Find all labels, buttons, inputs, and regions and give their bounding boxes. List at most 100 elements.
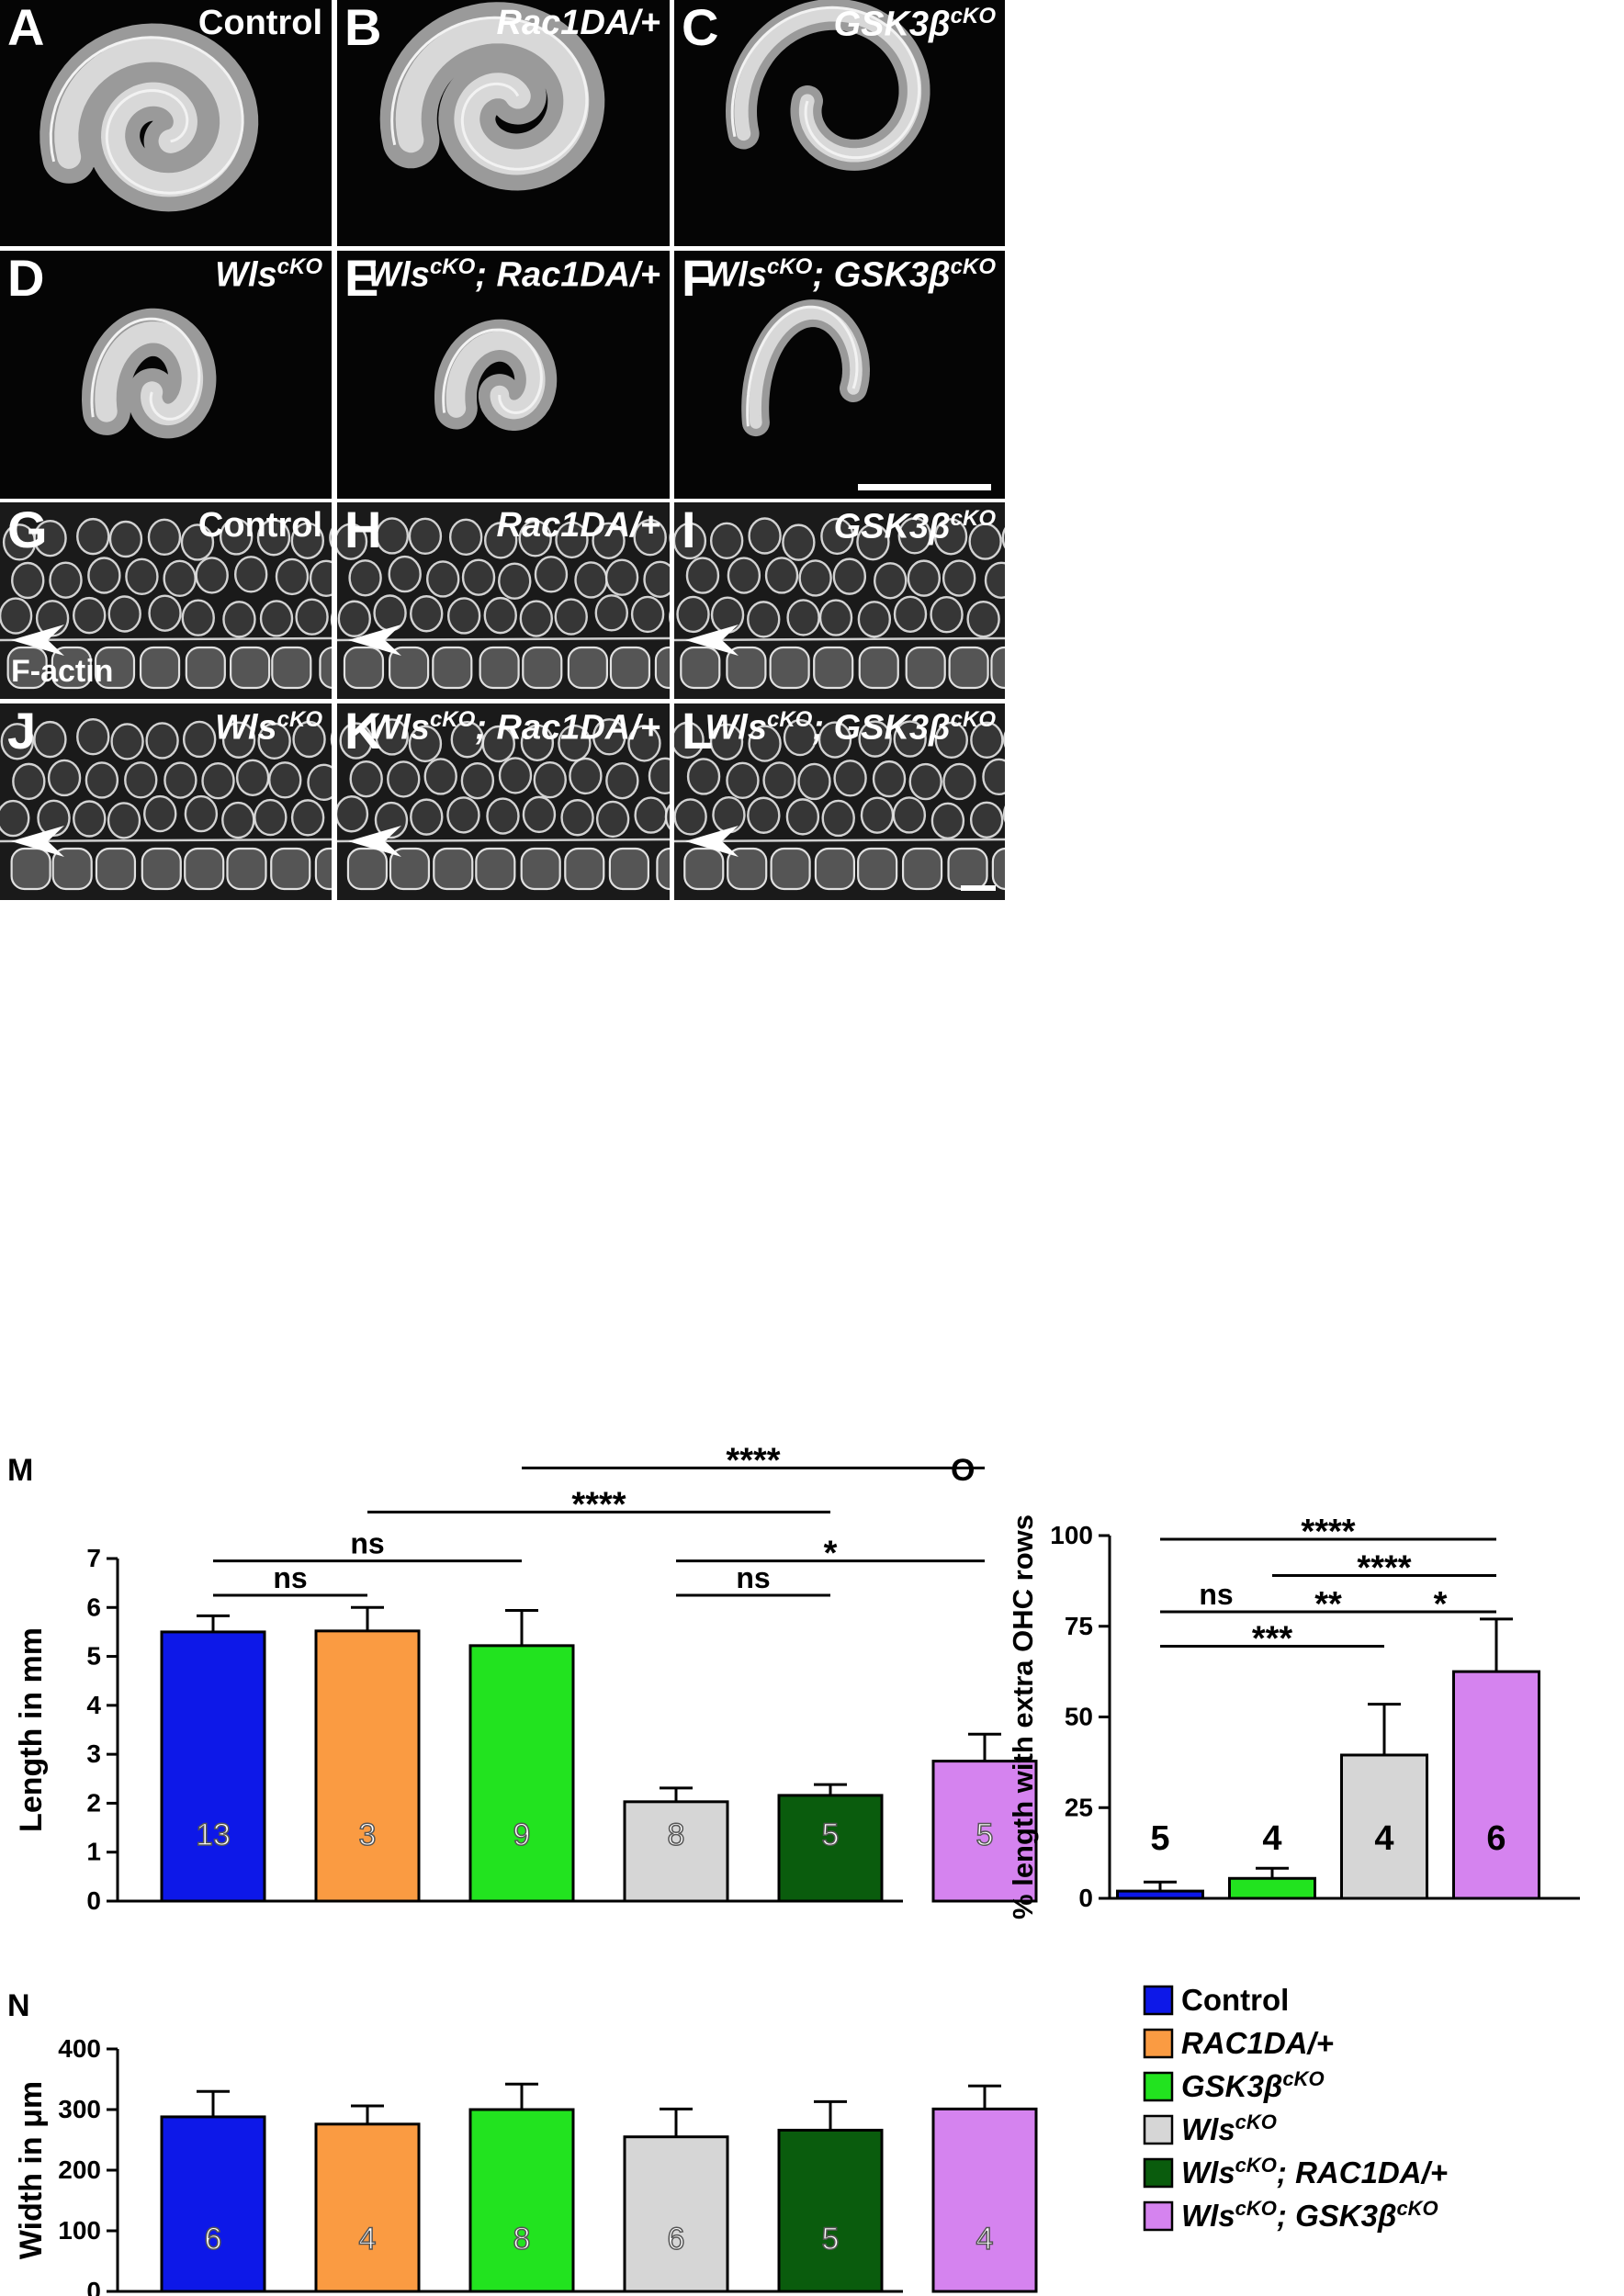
y-tick-label: 4 [86,1691,101,1719]
bar [623,2135,729,2293]
legend-swatch [1143,1985,1174,2016]
legend-label: GSK3βcKO [1181,2067,1325,2103]
bar [1116,1889,1204,1900]
stain-label: F-actin [11,654,114,689]
micrograph-g: G Control F-actin [0,502,332,699]
significance-label: * [1434,1585,1448,1624]
sample-size-label: 4 [1262,1819,1281,1858]
sample-size-label: 5 [976,1818,994,1852]
sample-size-label: 8 [668,1818,685,1852]
chart-n: N 0 100 200 300 400 Width in μm 6 4 8 6 5 4 [7,1988,1038,2296]
significance-label: **** [1357,1548,1411,1587]
hair-cell-image [674,718,1005,891]
y-axis-label: Width in μm [14,2081,49,2259]
legend-label: Control [1181,1983,1289,2017]
panel-letter: J [7,703,37,760]
hair-cell-image [337,517,670,690]
y-tick-label: 50 [1065,1703,1093,1731]
bar [777,1794,884,1903]
genotype-label: Rac1DA/+ [496,4,660,42]
legend-swatch [1143,2071,1174,2102]
sample-size-label: 4 [1374,1819,1393,1858]
y-tick-label: 0 [86,1886,101,1915]
y-axis-label: % length with extra OHC rows [1007,1514,1039,1919]
significance-label: ns [1199,1578,1233,1611]
hair-cell-image [0,717,332,891]
significance-label: ns [350,1527,384,1560]
panel-letter: B [344,0,382,56]
y-tick-label: 300 [58,2095,101,2123]
panel-letter: N [7,1988,30,2023]
micrograph-e: E WlscKO; Rac1DA/+ [337,251,670,499]
sample-size-label: 4 [359,2222,377,2257]
micrograph-h: H Rac1DA/+ [337,502,670,699]
arrowhead-icon [348,826,401,857]
micrograph-l: L WlscKO; GSK3βcKO [674,703,1005,900]
sample-size-label: 9 [513,1818,531,1852]
y-tick-label: 2 [86,1788,101,1817]
cochlea-image [741,299,870,437]
panel-letter: K [344,703,382,760]
y-tick-label: 7 [86,1544,101,1572]
y-tick-label: 0 [86,2277,101,2296]
micrograph-f: F WlscKO; GSK3βcKO [674,251,1005,499]
micrograph-d: D WlscKO [0,251,332,499]
sample-size-label: 8 [513,2222,531,2257]
bar [1228,1876,1316,1900]
panel-letter: L [682,703,714,760]
bar [1452,1670,1540,1900]
panel-letter: I [682,502,696,558]
hair-cell-image [674,517,1005,690]
bar [931,1760,1038,1903]
significance-label: **** [571,1485,626,1524]
bar [314,2122,421,2293]
legend: Control RAC1DA/+ GSK3βcKO WlscKO WlscKO; RAC… [1143,1983,1448,2233]
cochlea-image [81,308,217,439]
bar [1340,1753,1428,1900]
sample-size-label: 6 [205,2222,222,2257]
sample-size-label: 13 [196,1818,231,1852]
genotype-label: WlscKO [215,707,322,748]
genotype-label: Control [197,506,322,545]
bar [931,2107,1038,2293]
arrowhead-icon [11,826,64,857]
micrograph-b: B Rac1DA/+ [337,0,670,246]
micrograph-i: I GSK3βcKO [674,502,1005,699]
y-axis-label: Length in mm [14,1627,49,1832]
legend-swatch [1143,2157,1174,2189]
panel-letter: D [7,251,45,307]
cochlea-image [725,0,930,171]
chart-o: O 0 25 50 75 100 % length with extra OHC rows 5… [951,1453,1580,1919]
significance-label: ** [1314,1585,1342,1624]
y-tick-label: 200 [58,2155,101,2184]
bar [777,2128,884,2293]
bar [623,1800,729,1903]
genotype-label: GSK3βcKO [833,506,996,546]
y-tick-label: 6 [86,1593,101,1621]
legend-swatch [1143,2028,1174,2059]
micrograph-k: K WlscKO; Rac1DA/+ [337,703,670,900]
genotype-label: GSK3βcKO [833,4,996,44]
y-tick-label: 0 [1078,1884,1093,1912]
micrograph-j: J WlscKO [0,703,332,900]
significance-label: * [824,1535,838,1573]
significance-label: ns [273,1561,307,1594]
sample-size-label: 4 [976,2222,994,2257]
legend-label: RAC1DA/+ [1181,2026,1334,2060]
y-tick-label: 100 [1050,1521,1093,1549]
legend-swatch [1143,2114,1174,2145]
panel-letter: A [7,0,45,56]
arrowhead-icon [348,625,401,656]
sample-size-label: 5 [1150,1819,1169,1858]
y-tick-label: 3 [86,1739,101,1768]
cochlea-image [434,319,558,431]
genotype-label: Rac1DA/+ [496,506,660,545]
sample-size-label: 5 [822,2222,840,2257]
legend-label: WlscKO; GSK3βcKO [1181,2197,1438,2233]
significance-label: ns [736,1561,770,1594]
panel-letter: E [344,251,379,307]
cochlea-image [39,23,259,212]
sample-size-label: 6 [668,2222,685,2257]
